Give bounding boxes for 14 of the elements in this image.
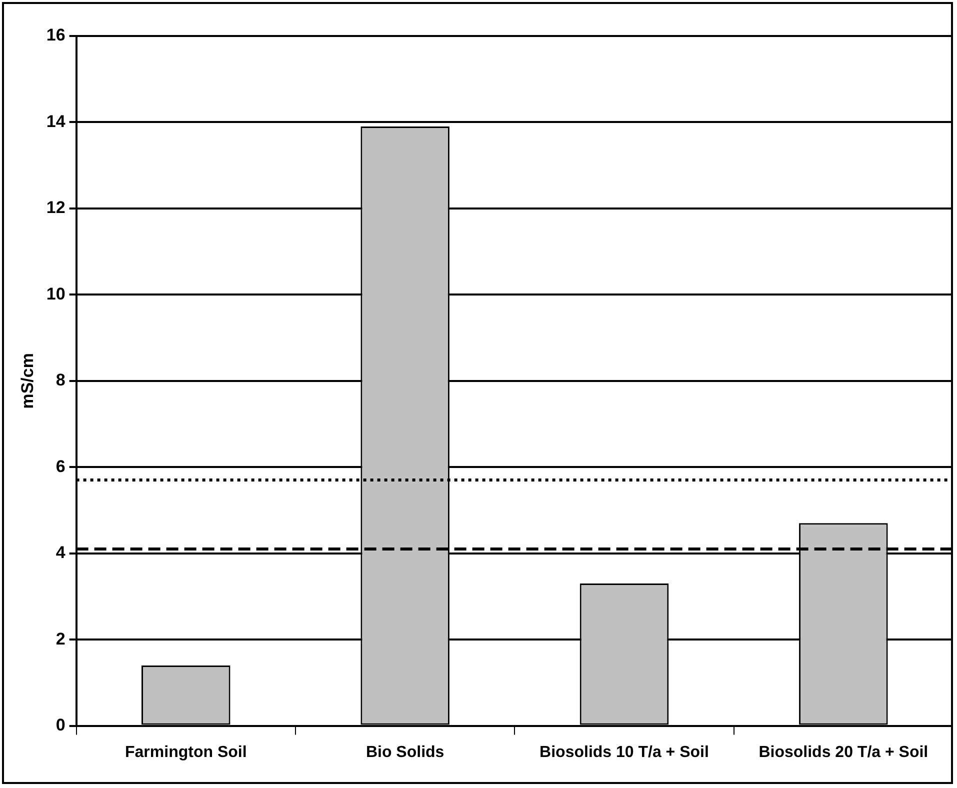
y-tick-label: 8 — [56, 370, 66, 390]
x-tick-label: Biosolids 20 T/a + Soil — [758, 744, 928, 761]
y-tick-label: 14 — [46, 112, 66, 131]
x-tick-label: Biosolids 10 T/a + Soil — [540, 744, 709, 761]
y-tick-label: 2 — [56, 629, 66, 648]
y-axis-title: mS/cm — [18, 353, 37, 409]
x-tick-label: Farmington Soil — [125, 744, 247, 761]
y-tick-label: 4 — [56, 543, 66, 562]
y-tick-label: 12 — [46, 198, 66, 218]
x-tick-label: Bio Solids — [366, 744, 444, 761]
y-tick-label: 0 — [56, 715, 66, 734]
y-tick-label: 6 — [56, 456, 66, 476]
y-tick-label: 10 — [46, 284, 66, 304]
y-tick-label: 16 — [46, 26, 66, 45]
